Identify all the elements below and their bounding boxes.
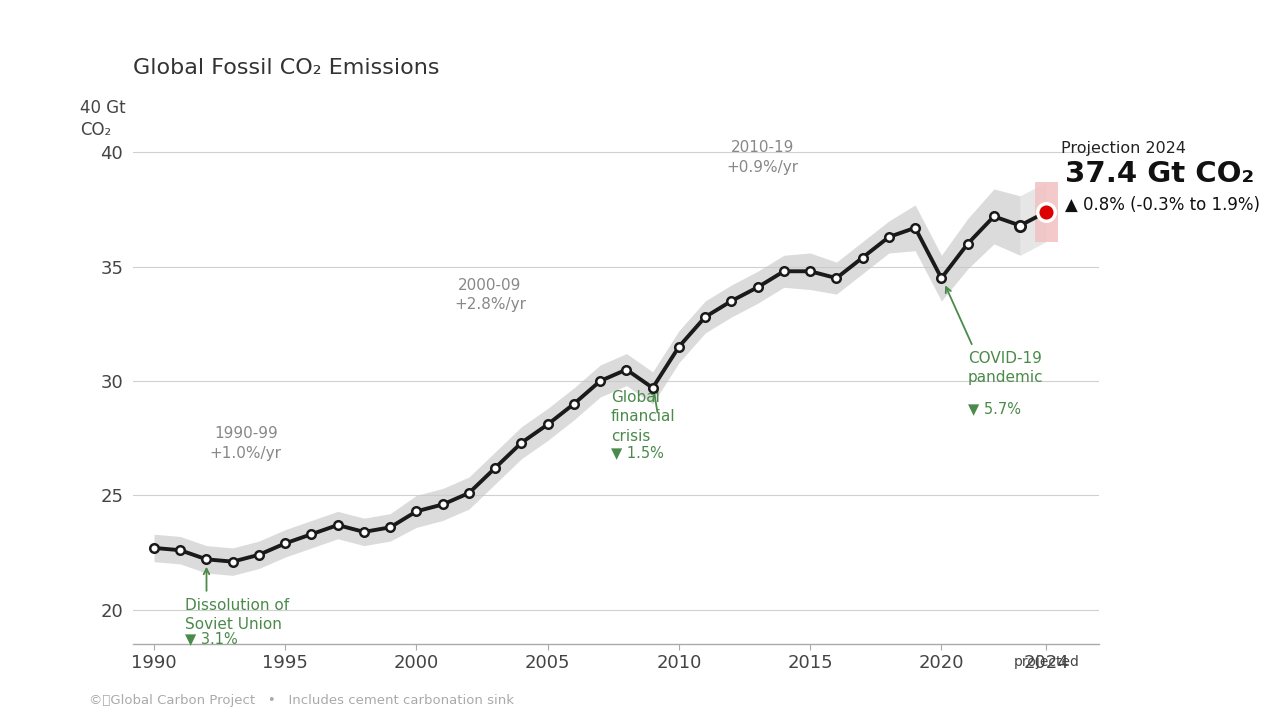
Point — [538, 419, 558, 430]
Point — [169, 544, 190, 556]
Text: ▼ 1.5%: ▼ 1.5% — [610, 445, 664, 460]
Text: ©ⓇGlobal Carbon Project   •   Includes cement carbonation sink: ©ⓇGlobal Carbon Project • Includes cemen… — [89, 695, 515, 707]
Point — [485, 462, 506, 473]
Point — [1010, 220, 1031, 231]
Text: Global Fossil CO₂ Emissions: Global Fossil CO₂ Emissions — [132, 58, 440, 78]
Point — [748, 281, 768, 293]
Bar — [1034, 182, 1059, 241]
Text: 1990-99
+1.0%/yr: 1990-99 +1.0%/yr — [210, 426, 282, 461]
Point — [696, 311, 716, 323]
Point — [406, 505, 427, 517]
Point — [642, 382, 662, 394]
Text: ▼ 3.1%: ▼ 3.1% — [186, 632, 238, 647]
Text: Global
financial
crisis: Global financial crisis — [610, 390, 675, 443]
Text: 37.4 Gt CO₂: 37.4 Gt CO₂ — [1065, 160, 1254, 188]
Point — [380, 522, 400, 533]
Point — [958, 238, 978, 250]
Point — [432, 499, 452, 511]
Point — [301, 528, 321, 540]
Text: Projection 2024: Projection 2024 — [1061, 141, 1186, 156]
Point — [721, 295, 741, 306]
Text: Dissolution of
Soviet Union: Dissolution of Soviet Union — [186, 598, 289, 632]
Point — [248, 549, 269, 561]
Point — [511, 437, 531, 448]
Text: ▼ 5.7%: ▼ 5.7% — [968, 402, 1020, 417]
Point — [984, 211, 1004, 222]
Point — [931, 272, 952, 284]
Text: 2000-09
+2.8%/yr: 2000-09 +2.8%/yr — [454, 278, 526, 312]
Point — [354, 526, 375, 538]
Point — [1010, 220, 1031, 231]
Text: COVID-19
pandemic: COVID-19 pandemic — [968, 352, 1043, 385]
Point — [879, 231, 899, 243]
Point — [223, 556, 243, 567]
Point — [617, 364, 637, 375]
Point — [852, 252, 873, 263]
Point — [144, 542, 164, 553]
Point — [800, 266, 820, 277]
Point — [773, 266, 794, 277]
Point — [1036, 206, 1056, 218]
Point — [275, 538, 296, 549]
Point — [590, 375, 610, 387]
Point — [459, 488, 479, 499]
Text: 2010-19
+0.9%/yr: 2010-19 +0.9%/yr — [727, 140, 799, 175]
Point — [564, 398, 585, 410]
Text: 40 Gt
CO₂: 40 Gt CO₂ — [80, 99, 126, 139]
Point — [827, 272, 847, 284]
Point — [196, 553, 217, 565]
Text: ▲ 0.8% (-0.3% to 1.9%): ▲ 0.8% (-0.3% to 1.9%) — [1065, 195, 1260, 214]
Point — [669, 341, 689, 352]
Text: projected: projected — [1013, 655, 1079, 669]
Point — [905, 222, 925, 233]
Point — [327, 519, 348, 531]
